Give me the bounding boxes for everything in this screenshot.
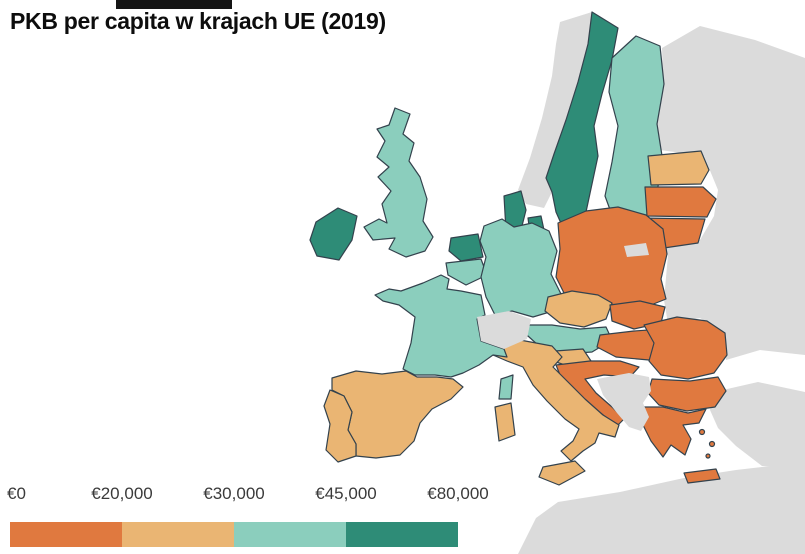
country-united-kingdom xyxy=(363,107,434,258)
country-greece xyxy=(639,406,707,458)
legend-color-bar xyxy=(10,522,458,547)
country-norway xyxy=(518,12,592,208)
country-greece-crete xyxy=(683,468,721,484)
country-bulgaria xyxy=(647,376,727,412)
country-czechia xyxy=(544,290,613,328)
north-africa-landmass xyxy=(518,462,805,554)
legend: €0 €20,000 €30,000 €45,000 €80,000 xyxy=(0,484,489,554)
greek-island xyxy=(698,428,706,436)
greek-island xyxy=(705,453,711,459)
region-kaliningrad xyxy=(624,243,649,257)
country-portugal xyxy=(323,389,357,463)
eu-countries xyxy=(309,11,728,486)
country-ireland xyxy=(309,207,358,261)
non-eu-landmass xyxy=(518,12,805,554)
country-switzerland xyxy=(477,311,531,349)
legend-segment-1 xyxy=(122,522,234,547)
country-netherlands xyxy=(448,233,484,262)
country-belgium xyxy=(445,258,488,286)
country-italy-sicily xyxy=(538,460,586,486)
legend-tick-4: €80,000 xyxy=(427,484,489,503)
non-eu-enclaves xyxy=(477,243,651,431)
legend-tick-3: €45,000 xyxy=(315,484,377,503)
legend-tick-1: €20,000 xyxy=(91,484,153,503)
country-latvia xyxy=(644,186,717,218)
country-romania xyxy=(643,316,728,380)
top-dark-strip xyxy=(116,0,232,9)
legend-segment-3 xyxy=(346,522,458,547)
country-estonia xyxy=(647,150,710,186)
country-france xyxy=(374,274,508,378)
greek-island xyxy=(708,440,716,448)
region-western-balkans xyxy=(597,373,651,431)
country-poland xyxy=(555,206,668,308)
country-italy-sardinia xyxy=(494,402,516,442)
country-russia-ukraine-belarus xyxy=(652,26,805,360)
country-italy xyxy=(492,339,620,462)
legend-segment-2 xyxy=(234,522,346,547)
country-turkey xyxy=(710,382,805,468)
legend-segment-0 xyxy=(10,522,122,547)
legend-tick-0: €0 xyxy=(7,484,26,503)
country-france-corsica xyxy=(498,374,514,400)
legend-tick-2: €30,000 xyxy=(203,484,265,503)
page-title: PKB per capita w krajach UE (2019) xyxy=(10,8,386,34)
